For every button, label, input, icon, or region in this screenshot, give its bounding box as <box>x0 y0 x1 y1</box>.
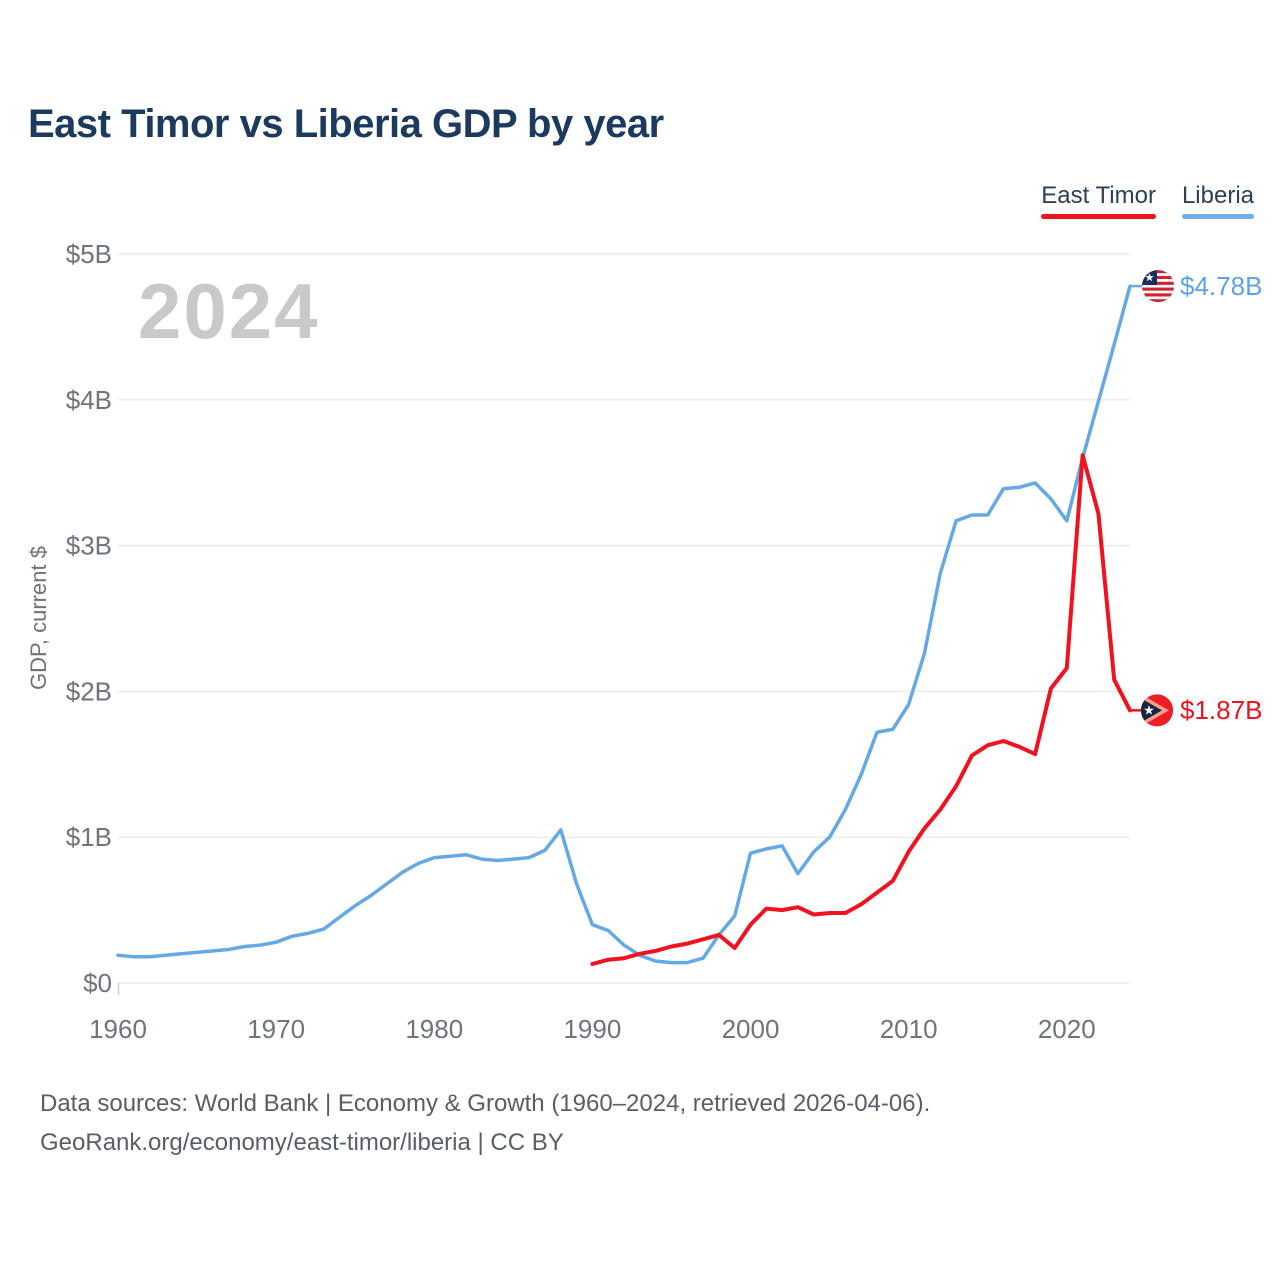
east-timor-line <box>590 453 1132 966</box>
y-tick-label: $2B <box>66 676 112 706</box>
x-tick-label: 2020 <box>1038 1014 1096 1044</box>
liberia-flag-icon <box>1141 269 1175 303</box>
y-tick-label: $4B <box>66 385 112 415</box>
east-timor-end-label: $1.87B <box>1180 695 1263 726</box>
x-tick-label: 1960 <box>89 1014 147 1044</box>
footer-license-line: GeoRank.org/economy/east-timor/liberia |… <box>40 1129 564 1156</box>
legend-item-liberia[interactable]: Liberia <box>1181 182 1254 219</box>
y-tick-label: $0 <box>83 968 112 998</box>
tick-layer: $0 $1B $2B $3B $4B $5B 1960 1970 1980 1990 2000 201… <box>66 239 1096 1044</box>
legend-item-east-timor[interactable]: East Timor <box>1041 182 1156 219</box>
legend-label-east-timor: East Timor <box>1041 182 1156 209</box>
x-tick-label: 2010 <box>880 1014 938 1044</box>
x-tick-label: 1980 <box>405 1014 463 1044</box>
east-timor-flag-icon <box>1140 693 1174 727</box>
gdp-line-chart: $0 $1B $2B $3B $4B $5B 1960 1970 1980 1990 2000 201… <box>26 239 1175 1044</box>
footer-source-line: Data sources: World Bank | Economy & Gro… <box>40 1090 931 1117</box>
legend-underline-liberia <box>1181 214 1254 219</box>
legend-underline-east-timor <box>1041 214 1156 219</box>
y-tick-label: $5B <box>66 239 112 269</box>
series-layer <box>116 284 1142 966</box>
page-title: East Timor vs Liberia GDP by year <box>28 102 664 146</box>
year-watermark: 2024 <box>138 267 320 355</box>
grid-layer <box>118 253 1130 984</box>
y-axis-title: GDP, current $ <box>26 546 51 690</box>
y-tick-label: $3B <box>66 531 112 561</box>
legend-label-liberia: Liberia <box>1181 182 1254 209</box>
liberia-end-label: $4.78B <box>1180 271 1263 302</box>
liberia-line <box>116 284 1132 965</box>
x-tick-label: 1990 <box>563 1014 621 1044</box>
y-tick-label: $1B <box>66 822 112 852</box>
x-tick-label: 1970 <box>247 1014 305 1044</box>
legend: East Timor Liberia <box>1041 182 1254 219</box>
footer: Data sources: World Bank | Economy & Gro… <box>40 1084 930 1162</box>
x-tick-label: 2000 <box>722 1014 780 1044</box>
